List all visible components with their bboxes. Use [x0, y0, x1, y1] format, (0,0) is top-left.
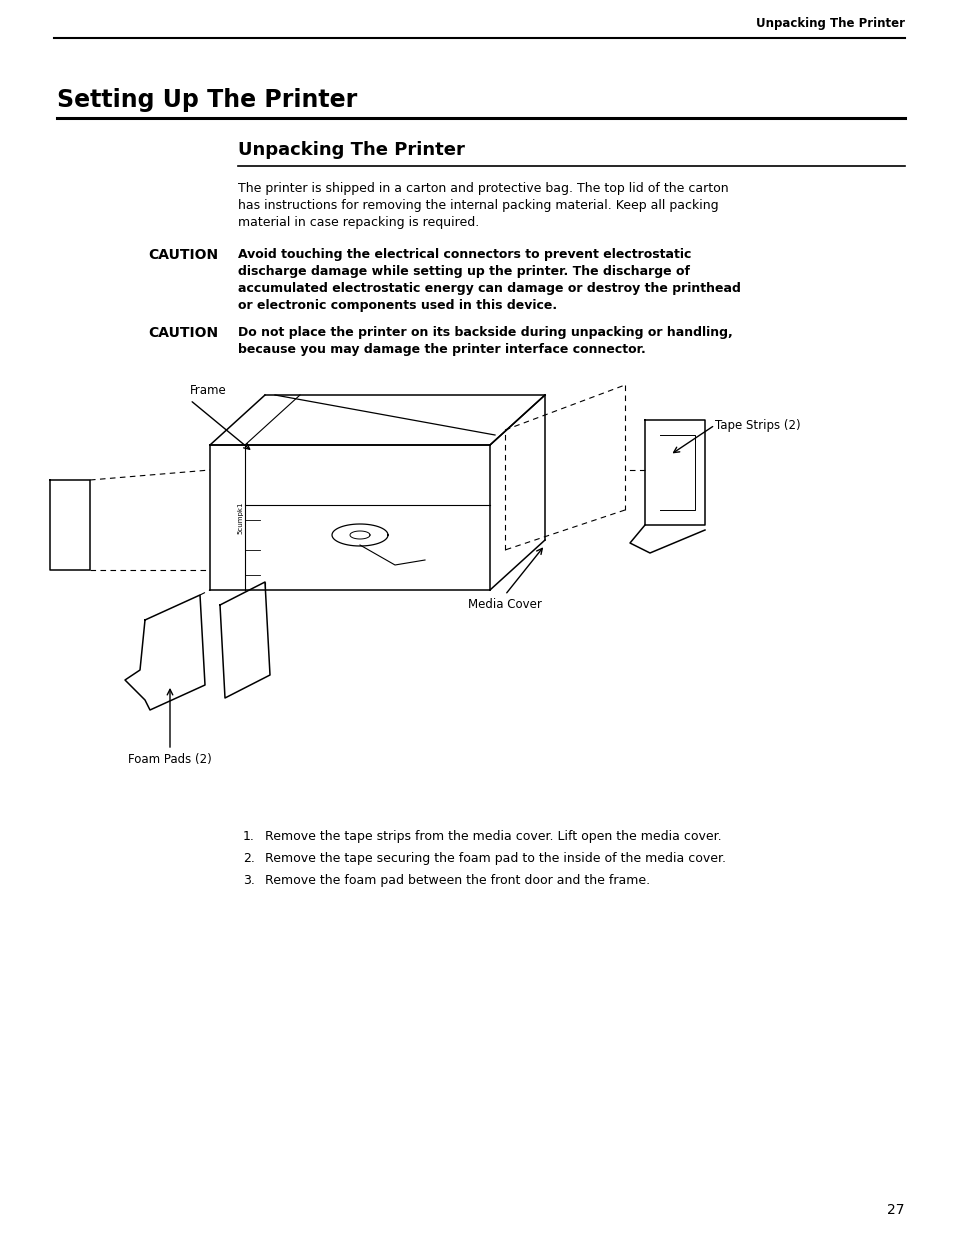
- Text: 5cumpk1: 5cumpk1: [236, 501, 243, 535]
- Text: Unpacking The Printer: Unpacking The Printer: [755, 17, 904, 31]
- Text: Tape Strips (2): Tape Strips (2): [714, 419, 800, 431]
- Text: Avoid touching the electrical connectors to prevent electrostatic: Avoid touching the electrical connectors…: [237, 248, 691, 261]
- Text: The printer is shipped in a carton and protective bag. The top lid of the carton: The printer is shipped in a carton and p…: [237, 182, 728, 195]
- Text: Media Cover: Media Cover: [468, 598, 541, 611]
- Text: or electronic components used in this device.: or electronic components used in this de…: [237, 299, 557, 312]
- Text: 27: 27: [886, 1203, 904, 1216]
- Text: has instructions for removing the internal packing material. Keep all packing: has instructions for removing the intern…: [237, 199, 718, 212]
- Text: 2.: 2.: [243, 852, 254, 864]
- Text: Unpacking The Printer: Unpacking The Printer: [237, 141, 464, 159]
- Text: 1.: 1.: [243, 830, 254, 844]
- Text: Foam Pads (2): Foam Pads (2): [128, 753, 212, 766]
- Text: Remove the tape strips from the media cover. Lift open the media cover.: Remove the tape strips from the media co…: [265, 830, 720, 844]
- Text: Remove the tape securing the foam pad to the inside of the media cover.: Remove the tape securing the foam pad to…: [265, 852, 725, 864]
- Text: Do not place the printer on its backside during unpacking or handling,: Do not place the printer on its backside…: [237, 326, 732, 338]
- Text: 3.: 3.: [243, 874, 254, 887]
- Text: accumulated electrostatic energy can damage or destroy the printhead: accumulated electrostatic energy can dam…: [237, 282, 740, 295]
- Text: Frame: Frame: [190, 384, 227, 396]
- Text: Setting Up The Printer: Setting Up The Printer: [57, 88, 356, 112]
- Text: CAUTION: CAUTION: [148, 326, 218, 340]
- Text: material in case repacking is required.: material in case repacking is required.: [237, 216, 478, 228]
- Text: CAUTION: CAUTION: [148, 248, 218, 262]
- Text: because you may damage the printer interface connector.: because you may damage the printer inter…: [237, 343, 645, 356]
- Text: discharge damage while setting up the printer. The discharge of: discharge damage while setting up the pr…: [237, 266, 689, 278]
- Text: Remove the foam pad between the front door and the frame.: Remove the foam pad between the front do…: [265, 874, 649, 887]
